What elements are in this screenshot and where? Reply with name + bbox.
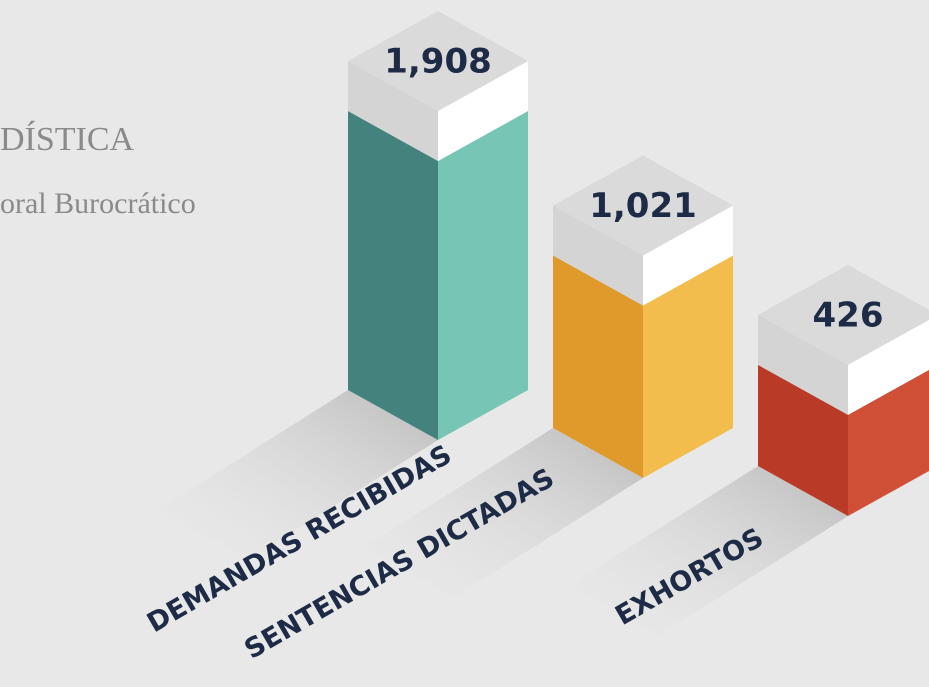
cap-right xyxy=(848,319,929,415)
bar-left xyxy=(348,111,438,440)
cap-left xyxy=(553,205,643,306)
cap-left xyxy=(758,314,848,415)
bar-right xyxy=(848,369,929,516)
bar-left xyxy=(553,255,643,478)
value-label: 1,021 xyxy=(589,186,697,226)
chart-subtitle: oral Burocrático xyxy=(0,187,196,220)
chart-title: DÍSTICA xyxy=(0,121,135,158)
cap-top xyxy=(553,155,733,256)
bar-right xyxy=(438,111,528,440)
shadow xyxy=(158,390,438,560)
cap-top xyxy=(348,11,528,112)
value-label: 1,908 xyxy=(384,42,492,82)
cap-left xyxy=(348,61,438,162)
cap-right xyxy=(643,205,733,306)
cap-right xyxy=(438,61,528,162)
bar-right xyxy=(643,255,733,478)
cap-top xyxy=(758,264,929,365)
bar-left xyxy=(758,364,848,516)
shadow xyxy=(568,466,848,636)
shadow xyxy=(363,428,643,598)
value-label: 426 xyxy=(813,295,884,335)
